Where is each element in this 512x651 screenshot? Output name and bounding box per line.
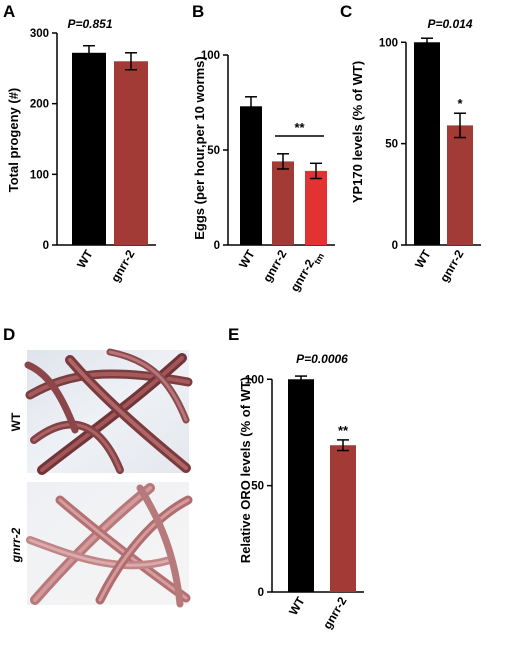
chart-c-yp170-levels: 0 50 100 YP170 levels (% of WT) WT gnrr-2 P=0.… bbox=[350, 17, 481, 285]
y-tick-label: 300 bbox=[30, 28, 49, 40]
y-axis-label: YP170 levels (% of WT) bbox=[350, 61, 365, 203]
bar bbox=[414, 42, 440, 245]
y-tick-label: 100 bbox=[201, 50, 220, 62]
chart-a-total-progeny: 0 100 200 300 Total progeny (#) WT gnrr-2 P=0.8… bbox=[6, 17, 156, 285]
category-label: WT bbox=[286, 594, 308, 618]
significance-marker: ** bbox=[294, 120, 305, 135]
y-tick-label: 0 bbox=[258, 587, 264, 599]
bar bbox=[240, 106, 262, 245]
y-axis-label: Total progeny (#) bbox=[6, 88, 21, 192]
category-label-text: gnrr-2 bbox=[260, 247, 290, 284]
micrograph-label-gnrr-2: gnrr-2 bbox=[9, 527, 23, 563]
significance-marker: ** bbox=[338, 423, 349, 438]
category-label: gnrr-2 bbox=[108, 247, 138, 284]
y-tick-label: 100 bbox=[379, 37, 398, 49]
panel-letter-c: C bbox=[340, 2, 352, 21]
significance-marker: * bbox=[457, 96, 463, 111]
category-label-text: gnrr-2 bbox=[320, 594, 350, 631]
micrograph-gnrr-2 bbox=[26, 482, 193, 608]
category-label-text: gnrr-2 bbox=[437, 247, 467, 284]
category-label-text: WT bbox=[74, 247, 96, 271]
panel-letter-d: D bbox=[3, 325, 15, 344]
category-label-text: WT bbox=[286, 594, 308, 618]
bar bbox=[272, 161, 294, 245]
bar bbox=[288, 379, 314, 592]
p-value-text: P=0.0006 bbox=[296, 352, 348, 366]
category-label-text: WT bbox=[236, 247, 258, 271]
y-tick-label: 0 bbox=[214, 240, 220, 252]
micrograph-label-wt: WT bbox=[9, 412, 23, 431]
micrograph-wt bbox=[24, 348, 193, 475]
bar bbox=[114, 61, 148, 246]
category-label: WT bbox=[74, 247, 96, 271]
category-label-text: WT bbox=[412, 247, 434, 271]
panel-letter-a: A bbox=[3, 2, 15, 21]
y-tick-label: 0 bbox=[43, 240, 49, 252]
category-label: WT bbox=[236, 247, 258, 271]
category-label: gnrr-2 bbox=[320, 594, 350, 631]
micrograph-panel-d: WT gnrr-2 bbox=[9, 348, 193, 608]
category-label-text: gnrr-2 bbox=[108, 247, 138, 284]
category-label: gnrr-2tm bbox=[288, 248, 326, 297]
bar bbox=[330, 445, 356, 592]
y-tick-label: 100 bbox=[245, 374, 264, 386]
category-label: gnrr-2 bbox=[260, 247, 290, 284]
category-label: WT bbox=[412, 247, 434, 271]
y-axis-label: Eggs (per hour,per 10 worms) bbox=[192, 56, 207, 240]
y-tick-label: 50 bbox=[251, 481, 264, 493]
category-label-subscript: tm bbox=[312, 252, 326, 267]
p-value-text: P=0.851 bbox=[67, 17, 112, 31]
bar bbox=[447, 125, 473, 245]
bar bbox=[72, 52, 106, 245]
p-value-text: P=0.014 bbox=[427, 17, 472, 31]
y-tick-label: 50 bbox=[385, 139, 398, 151]
y-tick-label: 50 bbox=[207, 145, 220, 157]
y-axis-label: Relative ORO levels (% of WT) bbox=[238, 377, 253, 563]
panel-letter-b: B bbox=[192, 2, 204, 21]
panel-letter-e: E bbox=[228, 325, 239, 344]
y-tick-label: 200 bbox=[30, 99, 49, 111]
bar bbox=[305, 170, 327, 245]
category-label: gnrr-2 bbox=[437, 247, 467, 284]
y-tick-label: 0 bbox=[392, 240, 398, 252]
y-tick-label: 100 bbox=[30, 169, 49, 181]
